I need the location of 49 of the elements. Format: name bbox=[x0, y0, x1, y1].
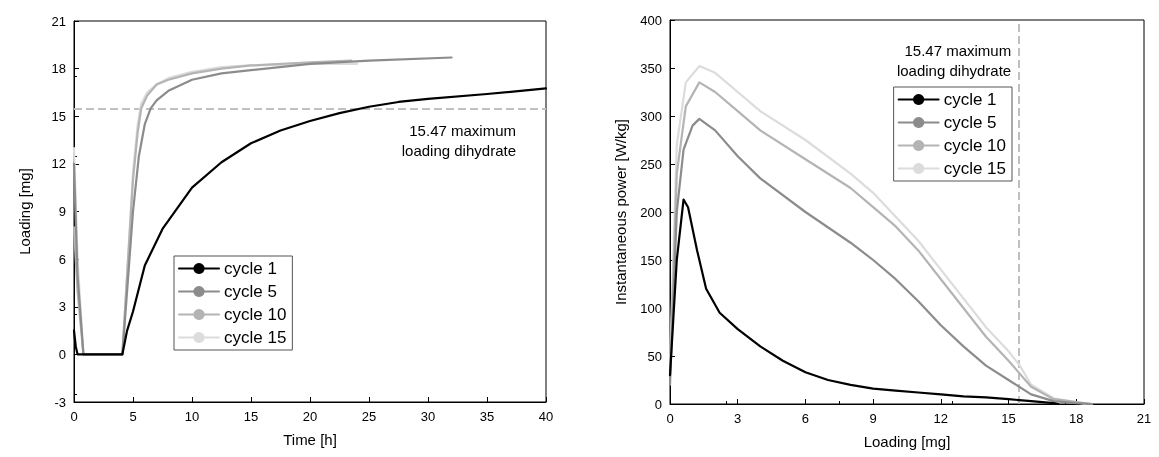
x-tick-label: 3 bbox=[734, 411, 742, 426]
y-tick-label: 21 bbox=[51, 13, 66, 29]
x-tick-label: 21 bbox=[1136, 411, 1152, 426]
y-tick-label: 400 bbox=[640, 12, 662, 28]
y-tick-label: 50 bbox=[647, 348, 662, 364]
x-tick-label: 12 bbox=[933, 411, 949, 426]
legend-label: cycle 10 bbox=[943, 136, 1007, 155]
x-axis-title: Time [h] bbox=[283, 431, 337, 448]
x-tick-label: 35 bbox=[479, 409, 495, 424]
y-tick-label: 250 bbox=[640, 156, 662, 172]
x-tick-label: 5 bbox=[129, 409, 137, 424]
y-tick-label: 9 bbox=[58, 204, 66, 219]
ref-line-label: 15.47 maximum loading dihydrate bbox=[896, 41, 1012, 79]
y-tick-label: 350 bbox=[640, 60, 662, 76]
x-tick-label: 30 bbox=[420, 409, 436, 424]
x-tick-label: 0 bbox=[666, 411, 674, 426]
x-tick-label: 6 bbox=[801, 411, 810, 426]
x-tick-label: 18 bbox=[1069, 411, 1084, 426]
legend-label: cycle 5 bbox=[943, 113, 997, 132]
y-axis-title: Loading [mg] bbox=[16, 168, 33, 255]
y-tick-label: 100 bbox=[640, 300, 662, 316]
legend-label: cycle 10 bbox=[224, 305, 287, 324]
legend-label: cycle 5 bbox=[224, 282, 277, 301]
y-tick-label: 12 bbox=[51, 156, 66, 172]
x-tick-label: 0 bbox=[70, 409, 78, 424]
y-tick-label: 0 bbox=[58, 346, 66, 362]
legend-label: cycle 15 bbox=[943, 159, 1007, 178]
legend-label: cycle 1 bbox=[224, 259, 277, 278]
y-tick-label: 200 bbox=[640, 204, 662, 220]
y-axis-title: Instantaneous power [W/kg] bbox=[612, 119, 629, 305]
x-axis-title: Loading [mg] bbox=[863, 433, 951, 450]
x-tick-label: 9 bbox=[869, 411, 877, 426]
y-tick-label: -3 bbox=[54, 394, 66, 410]
x-tick-label: 15 bbox=[243, 409, 259, 424]
ref-line-label: 15.47 maximum loading dihydrate bbox=[401, 122, 516, 160]
x-tick-label: 15 bbox=[1001, 411, 1016, 426]
y-tick-label: 15 bbox=[51, 108, 66, 124]
y-tick-label: 0 bbox=[654, 396, 662, 412]
y-tick-label: 18 bbox=[51, 61, 66, 77]
x-tick-label: 20 bbox=[302, 409, 318, 424]
y-tick-label: 3 bbox=[58, 299, 66, 315]
x-tick-label: 10 bbox=[184, 409, 200, 424]
x-tick-label: 40 bbox=[538, 409, 554, 424]
y-tick-label: 6 bbox=[58, 251, 66, 267]
legend-label: cycle 15 bbox=[224, 328, 287, 347]
y-tick-label: 300 bbox=[640, 108, 662, 124]
x-tick-label: 25 bbox=[361, 409, 377, 424]
y-tick-label: 150 bbox=[640, 252, 662, 268]
legend-label: cycle 1 bbox=[943, 90, 997, 109]
